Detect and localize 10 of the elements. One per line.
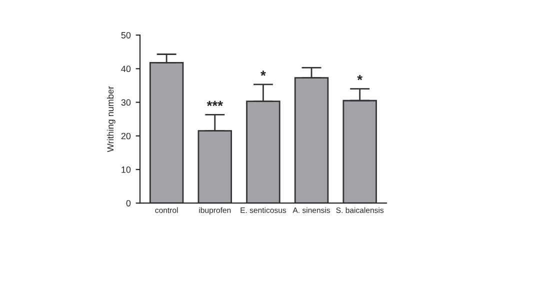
annotation: * [260,70,266,76]
y-tick-label: 10 [122,166,131,173]
y-tick-label: 40 [121,66,131,72]
annotation: *** [206,100,223,106]
y-tick-label: 30 [121,99,131,106]
y-tick-label: 50 [121,32,131,38]
y-axis-title: Writhing number [106,86,116,152]
annotation: * [357,75,363,80]
y-tick-label: 20 [121,132,131,140]
y-tick-label: 0 [126,200,131,206]
